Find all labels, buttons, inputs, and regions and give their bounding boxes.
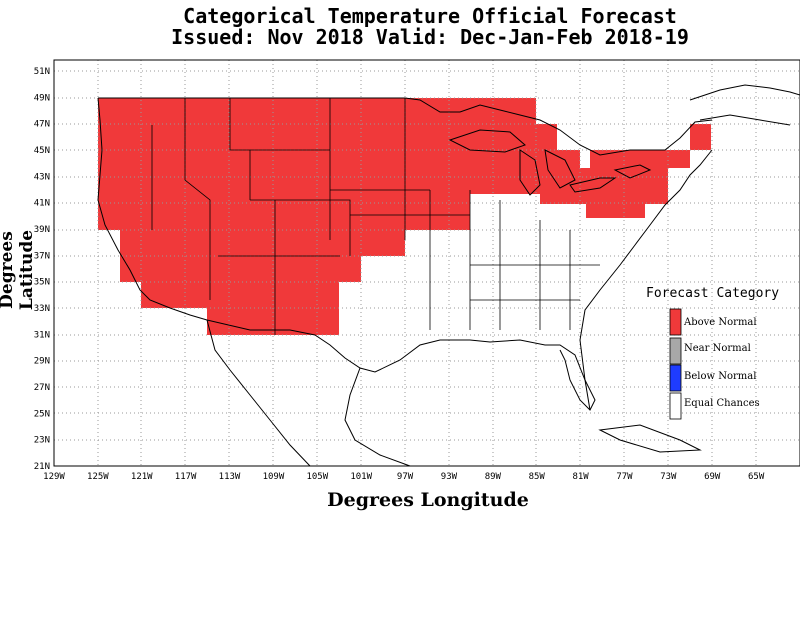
y-tick-label: 21N [34, 462, 50, 472]
x-tick-label: 113W [219, 472, 241, 482]
y-tick-label: 35N [34, 278, 50, 288]
y-tick-label: 49N [34, 93, 50, 103]
x-tick-label: 117W [175, 472, 197, 482]
legend-swatch-above-normal [669, 308, 682, 336]
y-tick-label: 29N [34, 357, 50, 367]
y-axis-label: Degrees Latitude [0, 229, 37, 311]
y-tick-label: 45N [34, 146, 50, 156]
state-lines [151, 98, 600, 335]
x-tick-label: 93W [441, 472, 458, 482]
x-tick-label: 65W [748, 472, 765, 482]
x-tick-label: 69W [704, 472, 721, 482]
y-tick-label: 33N [34, 304, 50, 314]
legend: Forecast Category Above Normal Near Norm… [646, 286, 779, 420]
x-tick-label: 81W [572, 472, 589, 482]
y-tick-label: 39N [34, 225, 50, 235]
map-title-line-1: Categorical Temperature Official Forecas… [183, 4, 677, 28]
legend-label-equal-chances: Equal Chances [684, 398, 760, 409]
y-tick-labels: 21N 23N 25N 27N 29N 31N 33N 35N 37N 39N 41N 43N 45N 4… [34, 67, 50, 472]
y-tick-label: 41N [34, 199, 50, 209]
y-tick-label: 43N [34, 172, 50, 182]
legend-label-below-normal: Below Normal [684, 371, 756, 382]
x-tick-label: 105W [306, 472, 328, 482]
x-tick-label: 97W [397, 472, 414, 482]
y-tick-label: 27N [34, 383, 50, 393]
x-tick-label: 73W [660, 472, 677, 482]
x-tick-label: 89W [485, 472, 502, 482]
y-tick-label: 23N [34, 436, 50, 446]
map-frame [53, 59, 800, 467]
x-tick-label: 109W [263, 472, 285, 482]
x-tick-label: 101W [350, 472, 372, 482]
legend-swatch-near-normal [669, 337, 682, 365]
boundaries [97, 84, 800, 467]
legend-label-near-normal: Near Normal [684, 343, 751, 354]
x-tick-label: 129W [43, 472, 65, 482]
y-tick-label: 37N [34, 251, 50, 261]
map-title-line-2: Issued: Nov 2018 Valid: Dec-Jan-Feb 2018… [171, 25, 689, 49]
y-tick-label: 31N [34, 330, 50, 340]
x-tick-label: 85W [529, 472, 546, 482]
x-tick-label: 125W [87, 472, 109, 482]
y-tick-label: 51N [34, 67, 50, 77]
x-axis-label: Degrees Longitude [327, 489, 529, 511]
x-tick-label: 121W [131, 472, 153, 482]
y-tick-label: 25N [34, 409, 50, 419]
x-tick-labels: 129W 125W 121W 117W 113W 109W 105W 101W 97W 93W 89… [43, 472, 765, 482]
legend-label-above-normal: Above Normal [683, 317, 757, 328]
x-tick-label: 77W [616, 472, 633, 482]
legend-swatch-equal-chances [669, 392, 682, 420]
y-tick-label: 47N [34, 120, 50, 130]
legend-swatch-below-normal [669, 364, 682, 392]
legend-title: Forecast Category [646, 286, 779, 301]
